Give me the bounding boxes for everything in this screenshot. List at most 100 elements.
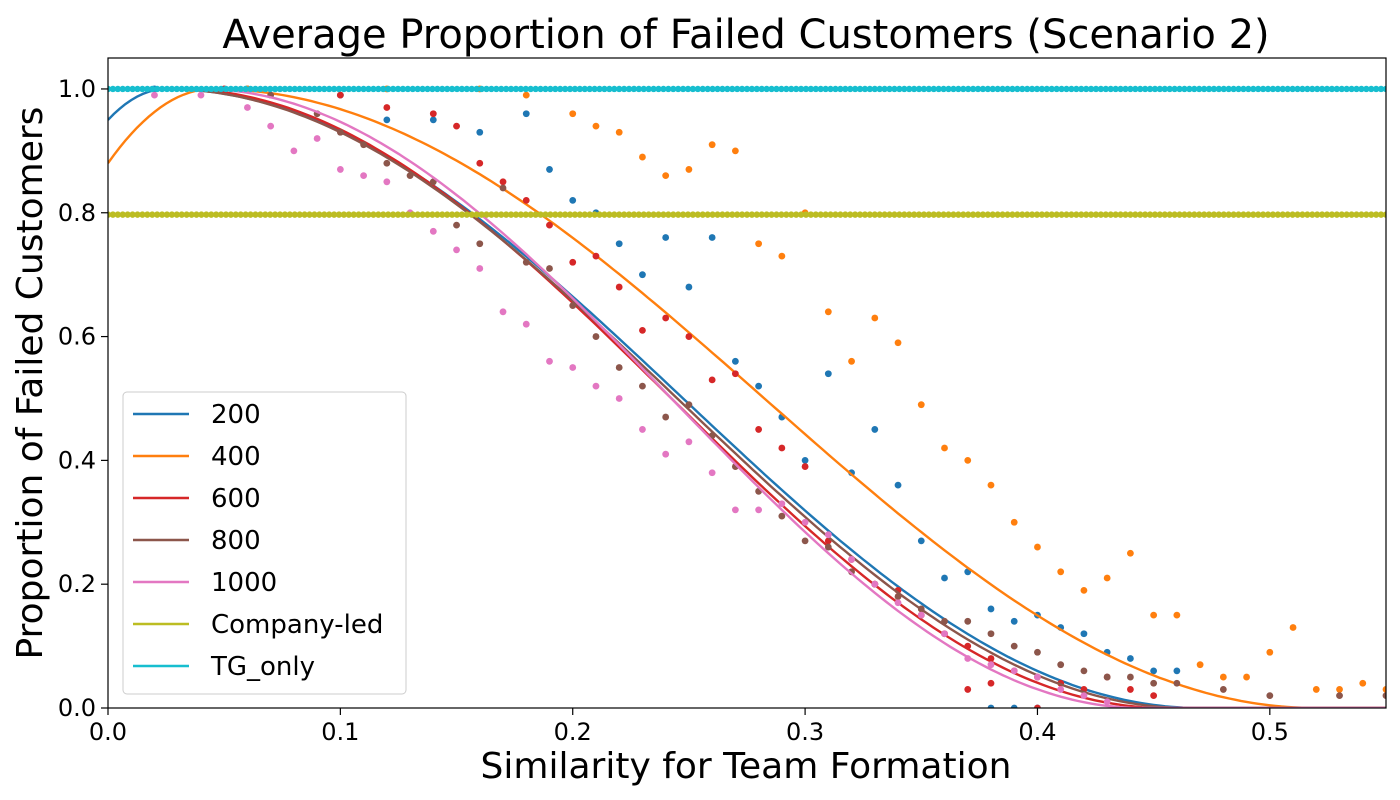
point-600 xyxy=(476,159,484,167)
legend-label-company-led: Company-led xyxy=(211,610,383,640)
point-200 xyxy=(894,481,902,489)
point-200 xyxy=(941,574,948,582)
point-600 xyxy=(429,110,437,118)
y-tick-label: 1.0 xyxy=(58,75,96,103)
point-1000 xyxy=(383,178,391,186)
point-800 xyxy=(1150,679,1158,687)
point-600 xyxy=(453,122,460,130)
point-600 xyxy=(755,426,763,433)
point-1000 xyxy=(662,450,670,458)
point-600 xyxy=(801,463,809,470)
point-1000 xyxy=(639,426,646,433)
legend-label-800: 800 xyxy=(211,526,261,556)
x-tick-label: 0.5 xyxy=(1251,718,1289,746)
point-200 xyxy=(1010,704,1018,708)
point-400 xyxy=(1382,686,1386,693)
point-1000 xyxy=(824,531,832,539)
point-600 xyxy=(731,370,739,378)
x-tick-label: 0.0 xyxy=(89,718,127,746)
point-200 xyxy=(662,234,670,241)
point-200 xyxy=(731,357,739,365)
point-200 xyxy=(1010,617,1018,625)
chart-title: Average Proportion of Failed Customers (… xyxy=(222,12,1269,58)
legend xyxy=(122,391,407,695)
point-400 xyxy=(1196,661,1204,669)
point-800 xyxy=(987,630,995,638)
point-200 xyxy=(987,704,995,708)
point-400 xyxy=(778,252,786,260)
point-400 xyxy=(1289,624,1297,631)
point-1000 xyxy=(1080,692,1088,700)
point-1000 xyxy=(1103,698,1111,706)
point-800 xyxy=(1173,679,1181,687)
point-1000 xyxy=(476,265,484,272)
point-1000 xyxy=(848,556,855,563)
point-200 xyxy=(801,456,809,464)
point-400 xyxy=(917,401,925,409)
point-400 xyxy=(1150,611,1158,619)
point-800 xyxy=(801,537,809,545)
point-800 xyxy=(639,382,646,390)
point-1000 xyxy=(336,166,344,173)
point-800 xyxy=(1382,692,1386,700)
point-1000 xyxy=(1057,686,1065,693)
legend-label-1000: 1000 xyxy=(211,568,277,598)
point-200 xyxy=(429,116,437,124)
point-400 xyxy=(615,128,623,136)
point-400 xyxy=(1312,686,1320,693)
point-600 xyxy=(662,314,670,322)
point-1000 xyxy=(267,122,275,130)
fit-line-1000 xyxy=(108,87,1386,708)
x-axis-label: Similarity for Team Formation xyxy=(481,746,1012,787)
point-1000 xyxy=(290,147,298,155)
point-400 xyxy=(1359,679,1367,687)
point-800 xyxy=(1266,692,1274,700)
x-tick-label: 0.1 xyxy=(321,718,359,746)
legend-label-tg-only: TG_only xyxy=(210,652,315,682)
point-1000 xyxy=(941,630,948,638)
point-400 xyxy=(592,122,600,130)
point-800 xyxy=(569,302,577,310)
point-400 xyxy=(1219,673,1227,681)
point-200 xyxy=(1173,667,1181,675)
point-800 xyxy=(662,413,670,421)
x-tick-label: 0.2 xyxy=(554,718,592,746)
point-1000 xyxy=(151,91,158,99)
point-600 xyxy=(336,91,344,99)
point-400 xyxy=(1336,686,1343,693)
point-200 xyxy=(569,196,577,204)
point-400 xyxy=(522,91,530,99)
point-200 xyxy=(1150,667,1158,675)
point-1000 xyxy=(894,599,902,607)
legend-label-600: 600 xyxy=(211,484,261,514)
point-1000 xyxy=(708,469,716,477)
point-400 xyxy=(685,166,693,173)
point-1000 xyxy=(731,506,739,514)
point-800 xyxy=(615,364,623,371)
point-400 xyxy=(964,456,972,464)
point-800 xyxy=(1010,642,1018,650)
point-800 xyxy=(476,240,484,248)
point-1000 xyxy=(755,506,763,514)
point-400 xyxy=(1103,574,1111,582)
plot-frame xyxy=(107,57,1387,709)
point-600 xyxy=(1034,704,1041,708)
fit-line-400 xyxy=(108,87,1386,708)
point-800 xyxy=(453,221,460,229)
point-200 xyxy=(755,382,763,390)
point-800 xyxy=(824,543,832,551)
point-200 xyxy=(546,166,553,173)
point-600 xyxy=(522,196,530,204)
point-600 xyxy=(778,444,786,452)
point-400 xyxy=(708,141,716,149)
point-200 xyxy=(522,110,530,118)
point-800 xyxy=(1057,661,1065,669)
point-1000 xyxy=(197,91,205,99)
point-600 xyxy=(708,376,716,384)
y-tick-label: 0.6 xyxy=(58,323,96,351)
point-400 xyxy=(1127,549,1134,557)
point-1000 xyxy=(360,172,367,180)
y-axis-label: Proportion of Failed Customers xyxy=(10,107,51,660)
point-200 xyxy=(639,271,646,279)
